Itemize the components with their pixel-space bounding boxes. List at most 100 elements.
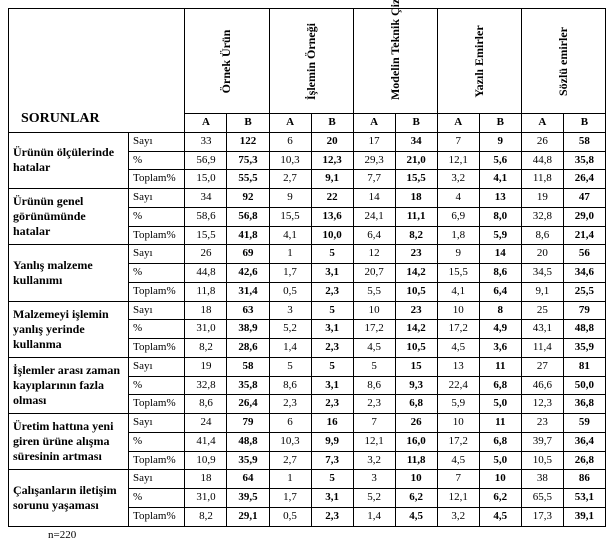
cell: 64 bbox=[227, 470, 269, 489]
cell: 6 bbox=[269, 414, 311, 433]
cell: 39,5 bbox=[227, 489, 269, 508]
cell: 34 bbox=[185, 189, 227, 208]
cell: 92 bbox=[227, 189, 269, 208]
col-group-2: Modelin Teknik Çizimi bbox=[353, 9, 437, 114]
cell: 5 bbox=[311, 470, 353, 489]
cell: 5 bbox=[269, 357, 311, 376]
cell: 19 bbox=[521, 189, 563, 208]
table-body: Ürünün ölçülerinde hatalarSayı3312262017… bbox=[9, 132, 606, 526]
cell: 35,9 bbox=[227, 451, 269, 470]
cell: 15,5 bbox=[185, 226, 227, 245]
cell: 86 bbox=[563, 470, 605, 489]
cell: 29,3 bbox=[353, 151, 395, 170]
cell: 12,3 bbox=[311, 151, 353, 170]
cell: 5,2 bbox=[353, 489, 395, 508]
metric-label: Sayı bbox=[129, 470, 185, 489]
cell: 6 bbox=[269, 132, 311, 151]
cell: 55,5 bbox=[227, 170, 269, 189]
cell: 3,6 bbox=[479, 339, 521, 358]
cell: 4,1 bbox=[269, 226, 311, 245]
cell: 25 bbox=[521, 301, 563, 320]
cell: 34,6 bbox=[563, 264, 605, 283]
metric-label: % bbox=[129, 489, 185, 508]
cell: 2,3 bbox=[311, 507, 353, 526]
cell: 27 bbox=[521, 357, 563, 376]
cell: 58 bbox=[563, 132, 605, 151]
cell: 11,8 bbox=[185, 282, 227, 301]
cell: 31,4 bbox=[227, 282, 269, 301]
cell: 4,5 bbox=[437, 451, 479, 470]
cell: 1,4 bbox=[353, 507, 395, 526]
cell: 20 bbox=[311, 132, 353, 151]
cell: 2,7 bbox=[269, 451, 311, 470]
cell: 46,6 bbox=[521, 376, 563, 395]
cell: 3,2 bbox=[353, 451, 395, 470]
cell: 4,5 bbox=[353, 339, 395, 358]
metric-label: Sayı bbox=[129, 357, 185, 376]
cell: 21,0 bbox=[395, 151, 437, 170]
cell: 7 bbox=[437, 470, 479, 489]
col-group-3: Yazılı Emirler bbox=[437, 9, 521, 114]
row-label: Ürünün genel görünümünde hatalar bbox=[9, 189, 129, 245]
cell: 12,3 bbox=[521, 395, 563, 414]
cell: 10 bbox=[353, 301, 395, 320]
cell: 24 bbox=[185, 414, 227, 433]
cell: 20,7 bbox=[353, 264, 395, 283]
cell: 5 bbox=[353, 357, 395, 376]
cell: 8,6 bbox=[479, 264, 521, 283]
cell: 19 bbox=[185, 357, 227, 376]
cell: 23 bbox=[395, 301, 437, 320]
cell: 26 bbox=[185, 245, 227, 264]
metric-label: Toplam% bbox=[129, 170, 185, 189]
cell: 13 bbox=[479, 189, 521, 208]
cell: 31,0 bbox=[185, 489, 227, 508]
cell: 16,0 bbox=[395, 432, 437, 451]
cell: 39,1 bbox=[563, 507, 605, 526]
cell: 2,3 bbox=[311, 282, 353, 301]
cell: 12 bbox=[353, 245, 395, 264]
cell: 8,6 bbox=[185, 395, 227, 414]
col-group-1: İşlemin Örneği bbox=[269, 9, 353, 114]
cell: 1,7 bbox=[269, 489, 311, 508]
cell: 36,8 bbox=[563, 395, 605, 414]
cell: 44,8 bbox=[185, 264, 227, 283]
cell: 15,0 bbox=[185, 170, 227, 189]
cell: 6,2 bbox=[479, 489, 521, 508]
cell: 13 bbox=[437, 357, 479, 376]
cell: 4,5 bbox=[437, 339, 479, 358]
cell: 14,2 bbox=[395, 264, 437, 283]
cell: 10,9 bbox=[185, 451, 227, 470]
cell: 1,7 bbox=[269, 264, 311, 283]
cell: 20 bbox=[521, 245, 563, 264]
cell: 31,0 bbox=[185, 320, 227, 339]
cell: 12,1 bbox=[437, 151, 479, 170]
cell: 35,8 bbox=[227, 376, 269, 395]
cell: 3 bbox=[269, 301, 311, 320]
footer-note: n=220 bbox=[8, 527, 606, 541]
cell: 24,1 bbox=[353, 207, 395, 226]
cell: 4,5 bbox=[395, 507, 437, 526]
row-label: İşlemler arası zaman kayıplarının fazla … bbox=[9, 357, 129, 413]
cell: 6,8 bbox=[479, 376, 521, 395]
cell: 9,9 bbox=[311, 432, 353, 451]
cell: 8,6 bbox=[353, 376, 395, 395]
cell: 10,3 bbox=[269, 432, 311, 451]
cell: 11,1 bbox=[395, 207, 437, 226]
metric-label: Toplam% bbox=[129, 226, 185, 245]
cell: 17,2 bbox=[353, 320, 395, 339]
cell: 3,1 bbox=[311, 489, 353, 508]
metric-label: Toplam% bbox=[129, 339, 185, 358]
metric-label: Toplam% bbox=[129, 451, 185, 470]
table-row: Üretim hattına yeni giren ürüne alışma s… bbox=[9, 414, 606, 433]
cell: 9 bbox=[437, 245, 479, 264]
cell: 11,8 bbox=[521, 170, 563, 189]
row-label: Ürünün ölçülerinde hatalar bbox=[9, 132, 129, 188]
cell: 58,6 bbox=[185, 207, 227, 226]
cell: 3 bbox=[353, 470, 395, 489]
cell: 5,2 bbox=[269, 320, 311, 339]
row-label: Üretim hattına yeni giren ürüne alışma s… bbox=[9, 414, 129, 470]
cell: 10,5 bbox=[395, 339, 437, 358]
cell: 17,3 bbox=[521, 507, 563, 526]
cell: 1 bbox=[269, 470, 311, 489]
row-label: Malzemeyi işlemin yanlış yerinde kullanm… bbox=[9, 301, 129, 357]
